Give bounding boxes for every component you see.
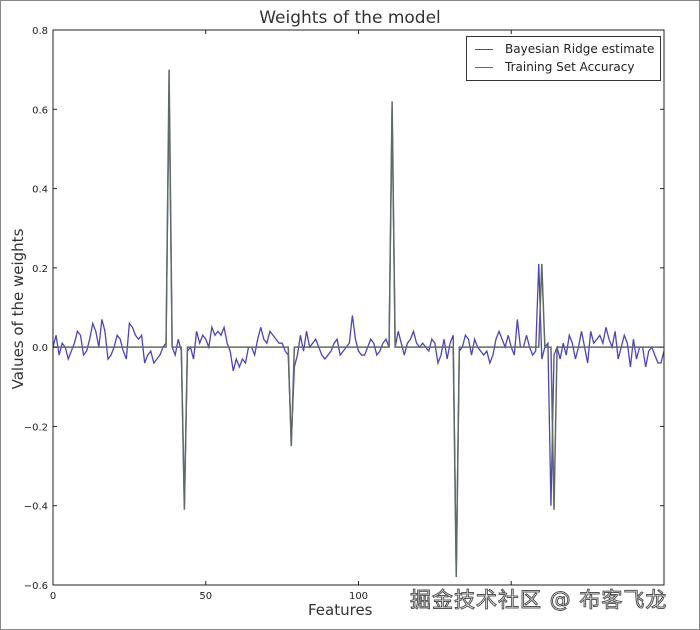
- y-tick-label: 0.4: [32, 185, 48, 196]
- y-tick-label: 0.2: [32, 264, 48, 275]
- y-tick-label: −0.6: [24, 581, 48, 592]
- watermark: 掘金技术社区 @ 布客飞龙: [409, 588, 668, 613]
- y-tick-label: 0.0: [32, 343, 48, 354]
- y-tick-label: −0.4: [24, 502, 48, 513]
- chart-title: Weights of the model: [259, 8, 441, 28]
- legend-item-bayesian: Bayesian Ridge estimate: [475, 41, 654, 57]
- y-tick-label: 0.8: [32, 26, 48, 37]
- legend: Bayesian Ridge estimate Training Set Acc…: [466, 36, 661, 81]
- y-tick-label: 0.6: [32, 105, 48, 116]
- x-tick-label: 0: [50, 591, 56, 602]
- legend-swatch-training: [475, 66, 493, 68]
- x-axis-label: Features: [308, 601, 373, 619]
- legend-item-training: Training Set Accuracy: [475, 59, 634, 75]
- y-tick-label: −0.2: [24, 422, 48, 433]
- x-tick-label: 100: [349, 591, 368, 602]
- series-bayesian-ridge: [52, 89, 665, 574]
- x-tick-label: 50: [199, 591, 212, 602]
- legend-label: Training Set Accuracy: [505, 60, 635, 74]
- axes-frame: [52, 29, 665, 586]
- legend-label: Bayesian Ridge estimate: [505, 42, 655, 56]
- series-training-set: [53, 69, 661, 578]
- legend-swatch-bayesian: [475, 48, 493, 50]
